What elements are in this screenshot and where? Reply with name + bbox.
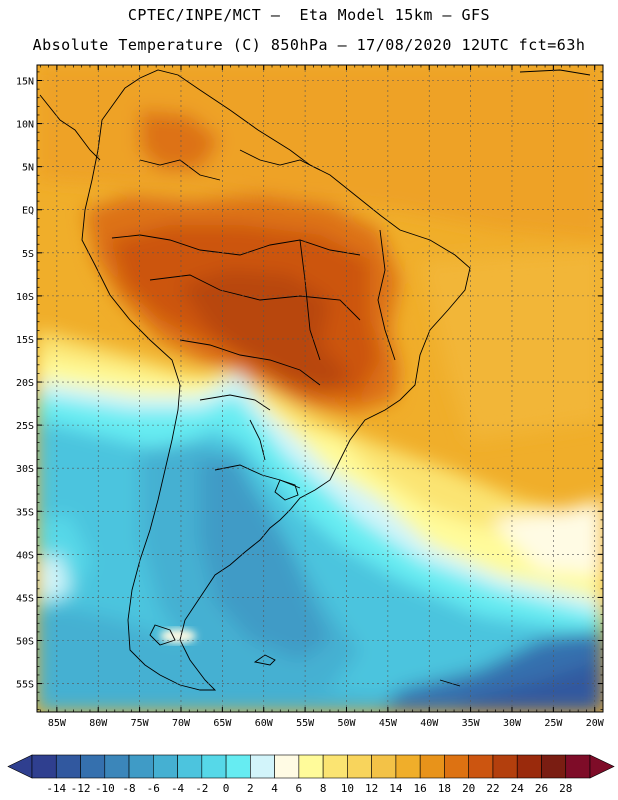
lat-label: 55S [16, 680, 34, 691]
lat-label: 25S [16, 421, 34, 432]
colorbar-label: 2 [247, 782, 254, 795]
lat-label: 45S [16, 593, 34, 604]
colorbar-label: 26 [535, 782, 548, 795]
colorbar-label: 10 [341, 782, 354, 795]
chart-title: CPTEC/INPE/MCT — Eta Model 15km — GFS [127, 6, 491, 24]
colorbar-label: -12 [71, 782, 91, 795]
colorbar-swatch [298, 754, 324, 779]
longitude-labels: 85W 80W 75W 70W 65W 60W 55W 50W 45W 40W 35W 30W 25W 2… [48, 718, 605, 729]
colorbar-swatch [322, 754, 348, 779]
colorbar-label: 24 [511, 782, 525, 795]
colorbar-swatch [371, 754, 397, 779]
colorbar-swatch [128, 754, 154, 779]
colorbar-label: -8 [122, 782, 135, 795]
colorbar-swatch [419, 754, 445, 779]
colorbar-swatch [395, 754, 421, 779]
colorbar-label: 20 [462, 782, 475, 795]
chart-subtitle: Absolute Temperature (C) 850hPa — 17/08/… [32, 36, 586, 54]
colorbar-label: 28 [559, 782, 572, 795]
lon-label: 30W [503, 718, 522, 729]
colorbar-swatch [274, 754, 300, 779]
lon-label: 20W [586, 718, 605, 729]
colorbar-label: 4 [271, 782, 278, 795]
lat-label: 15S [16, 335, 34, 346]
lon-label: 65W [213, 718, 232, 729]
colorbar-max-arrow [589, 754, 615, 779]
lat-label: 5N [22, 163, 34, 174]
colorbar [7, 754, 615, 779]
colorbar-swatch [468, 754, 494, 779]
colorbar-label: 8 [320, 782, 327, 795]
lat-label: 30S [16, 464, 34, 475]
lon-label: 80W [89, 718, 108, 729]
colorbar-swatch [225, 754, 251, 779]
colorbar-swatch [347, 754, 372, 779]
colorbar-label: -14 [46, 782, 66, 795]
lon-label: 25W [544, 718, 563, 729]
lon-label: 45W [379, 718, 398, 729]
colorbar-swatch [250, 754, 275, 779]
lon-label: 35W [462, 718, 481, 729]
graticule [37, 65, 603, 712]
colorbar-labels: -14 -12 -10 -8 -6 -4 -2 0 2 4 6 8 10 12 14 16 18 20 22 24 26… [46, 782, 572, 795]
colorbar-label: -10 [95, 782, 115, 795]
colorbar-label: -2 [195, 782, 208, 795]
colorbar-label: -4 [171, 782, 185, 795]
lon-label: 40W [420, 718, 439, 729]
colorbar-label: 6 [296, 782, 303, 795]
colorbar-label: 0 [223, 782, 230, 795]
colorbar-label: -6 [147, 782, 160, 795]
colorbar-swatch [55, 754, 81, 779]
lat-label: 10N [16, 120, 34, 131]
colorbar-swatch [201, 754, 227, 779]
latitude-labels: 15N 10N 5N EQ 5S 10S 15S 20S 25S 30S 35S 40S 45S 50S 5… [16, 77, 34, 691]
lon-label: 70W [172, 718, 191, 729]
lat-label: 5S [22, 249, 34, 260]
colorbar-min-arrow [7, 754, 33, 779]
colorbar-swatch [516, 754, 542, 779]
lon-label: 75W [131, 718, 150, 729]
colorbar-swatch [444, 754, 469, 779]
lon-label: 50W [337, 718, 356, 729]
lat-label: 10S [16, 292, 34, 303]
colorbar-swatch [492, 754, 518, 779]
colorbar-label: 18 [438, 782, 451, 795]
colorbar-swatch [104, 754, 130, 779]
colorbar-swatch [565, 754, 591, 779]
colorbar-label: 16 [414, 782, 427, 795]
colorbar-label: 22 [486, 782, 499, 795]
colorbar-label: 14 [389, 782, 403, 795]
axis-ticks [37, 65, 604, 712]
colorbar-swatch [153, 754, 178, 779]
lon-label: 85W [48, 718, 67, 729]
lon-label: 60W [255, 718, 274, 729]
lat-label: 50S [16, 636, 34, 647]
colorbar-swatch [541, 754, 567, 779]
colorbar-swatch [80, 754, 106, 779]
lon-label: 55W [296, 718, 315, 729]
map-frame [36, 64, 604, 713]
lat-label: EQ [22, 206, 34, 217]
lat-label: 20S [16, 378, 34, 389]
lat-label: 40S [16, 550, 34, 561]
coastlines [39, 69, 591, 691]
lat-label: 15N [16, 77, 34, 88]
colorbar-swatch [31, 754, 57, 779]
colorbar-swatch [177, 754, 203, 779]
temperature-field [37, 65, 603, 712]
lat-label: 35S [16, 507, 34, 518]
colorbar-label: 12 [365, 782, 378, 795]
